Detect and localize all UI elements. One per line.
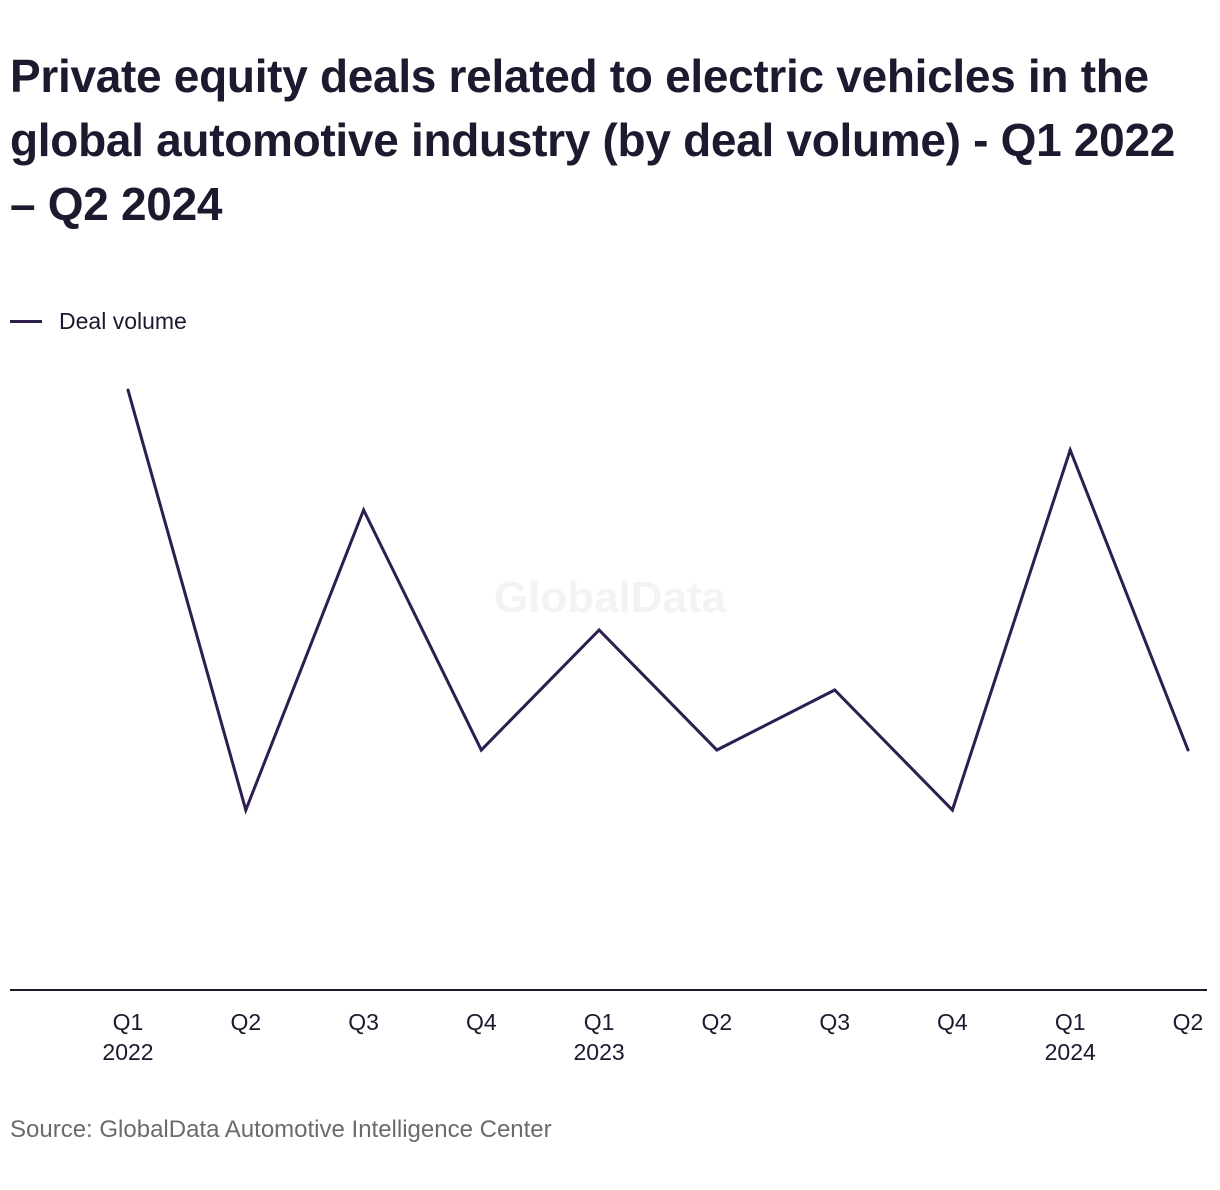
data-point: [833, 688, 837, 692]
data-point: [715, 748, 719, 752]
x-tick-label-quarter: Q2: [1173, 1009, 1204, 1035]
x-tick-label-quarter: Q1: [584, 1009, 615, 1035]
data-point: [1186, 748, 1190, 752]
chart-legend: Deal volume: [10, 306, 187, 336]
data-point: [1068, 448, 1072, 452]
x-tick-label-quarter: Q2: [702, 1009, 733, 1035]
data-point: [126, 388, 130, 392]
line-chart: GlobalData Q1 2022 Q2 Q3 Q4 Q1 2023 Q2 Q3 Q4 Q1 202…: [10, 388, 1207, 1065]
data-point: [479, 748, 483, 752]
legend-line-swatch: [10, 319, 42, 323]
x-tick-label-year: 2022: [102, 1039, 153, 1065]
x-tick-label-quarter: Q4: [466, 1009, 497, 1035]
data-point: [244, 808, 248, 812]
data-point: [597, 628, 601, 632]
chart-title: Private equity deals related to electric…: [10, 50, 1176, 230]
x-tick-label-quarter: Q2: [230, 1009, 261, 1035]
x-tick-label-quarter: Q3: [348, 1009, 379, 1035]
x-tick-label-quarter: Q4: [937, 1009, 968, 1035]
series-group: [126, 388, 1190, 815]
x-tick-label-quarter: Q1: [1055, 1009, 1086, 1035]
x-tick-label-year: 2023: [574, 1039, 625, 1065]
data-point: [950, 808, 954, 812]
x-tick-label-quarter: Q3: [819, 1009, 850, 1035]
data-point: [362, 508, 366, 512]
x-tick-label-quarter: Q1: [113, 1009, 144, 1035]
source-note: Source: GlobalData Automotive Intelligen…: [10, 1116, 552, 1143]
x-axis-tick-labels: Q1 2022 Q2 Q3 Q4 Q1 2023 Q2 Q3 Q4 Q1 2024 Q2: [102, 1009, 1203, 1065]
legend-label-deal-volume: Deal volume: [59, 307, 187, 334]
series-line-deal-volume: [126, 389, 1190, 815]
watermark-text: GlobalData: [494, 573, 727, 622]
x-tick-label-year: 2024: [1045, 1039, 1096, 1065]
